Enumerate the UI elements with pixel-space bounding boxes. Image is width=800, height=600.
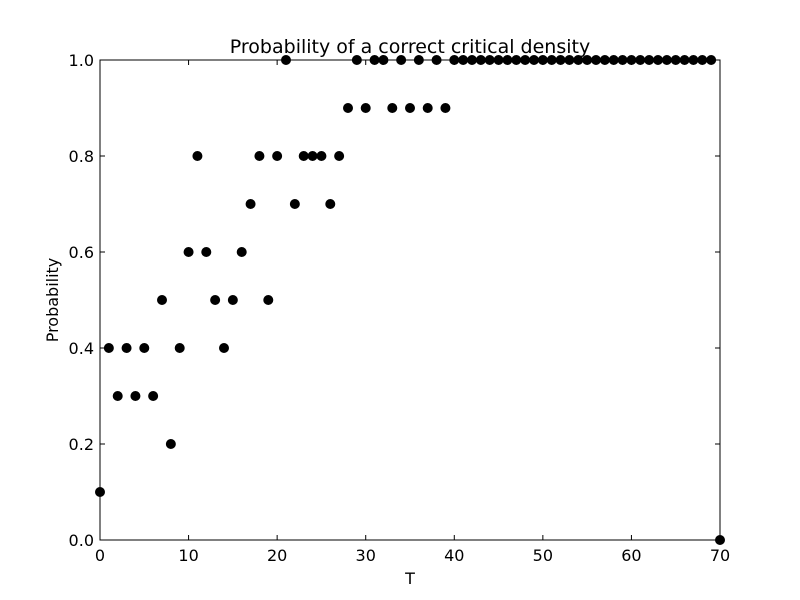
x-tick-label: 30 — [356, 546, 376, 565]
data-point — [165, 439, 176, 449]
data-point — [422, 103, 433, 113]
y-axis-ticks: 0.0 0.2 0.4 0.6 0.8 1.0 — [69, 51, 720, 550]
data-point — [148, 391, 159, 401]
x-tick-label: 0 — [95, 546, 105, 565]
data-point — [210, 295, 221, 305]
y-tick-label: 1.0 — [69, 51, 94, 70]
data-point — [298, 151, 309, 161]
y-tick-label: 0.6 — [69, 243, 94, 262]
data-point — [254, 151, 265, 161]
x-tick-label: 20 — [267, 546, 287, 565]
data-point — [130, 391, 141, 401]
data-point — [157, 295, 167, 305]
plot-frame — [99, 59, 721, 541]
x-tick-label: 40 — [444, 546, 464, 565]
data-point — [289, 199, 300, 209]
data-point — [272, 151, 283, 161]
x-tick-label: 70 — [710, 546, 730, 565]
data-point — [334, 151, 345, 161]
y-tick-label: 0.8 — [69, 147, 94, 166]
data-point — [405, 103, 415, 113]
data-points — [95, 55, 725, 545]
data-point — [103, 343, 114, 353]
data-point — [174, 343, 185, 353]
data-point — [343, 103, 353, 113]
data-point — [440, 103, 451, 113]
x-axis-label: T — [404, 569, 415, 588]
y-axis-label: Probability — [43, 258, 62, 343]
data-point — [360, 103, 371, 113]
data-point — [236, 247, 247, 257]
x-tick-label: 60 — [621, 546, 641, 565]
data-point — [192, 151, 203, 161]
y-tick-label: 0.2 — [69, 435, 94, 454]
data-point — [139, 343, 150, 353]
data-point — [387, 103, 398, 113]
data-point — [316, 151, 327, 161]
x-tick-label: 50 — [533, 546, 553, 565]
x-tick-label: 10 — [178, 546, 198, 565]
y-tick-label: 0.0 — [69, 531, 94, 550]
data-point — [201, 247, 212, 257]
x-axis-ticks: 0 10 20 30 40 50 60 70 — [95, 60, 730, 565]
data-point — [183, 247, 194, 257]
data-point — [245, 199, 256, 209]
y-tick-label: 0.4 — [69, 339, 94, 358]
chart-title: Probability of a correct critical densit… — [230, 36, 590, 58]
data-point — [227, 295, 238, 305]
data-point — [307, 151, 318, 161]
data-point — [325, 199, 336, 209]
data-point — [263, 295, 274, 305]
data-point — [121, 343, 132, 353]
data-point — [219, 343, 229, 353]
data-point — [112, 391, 123, 401]
